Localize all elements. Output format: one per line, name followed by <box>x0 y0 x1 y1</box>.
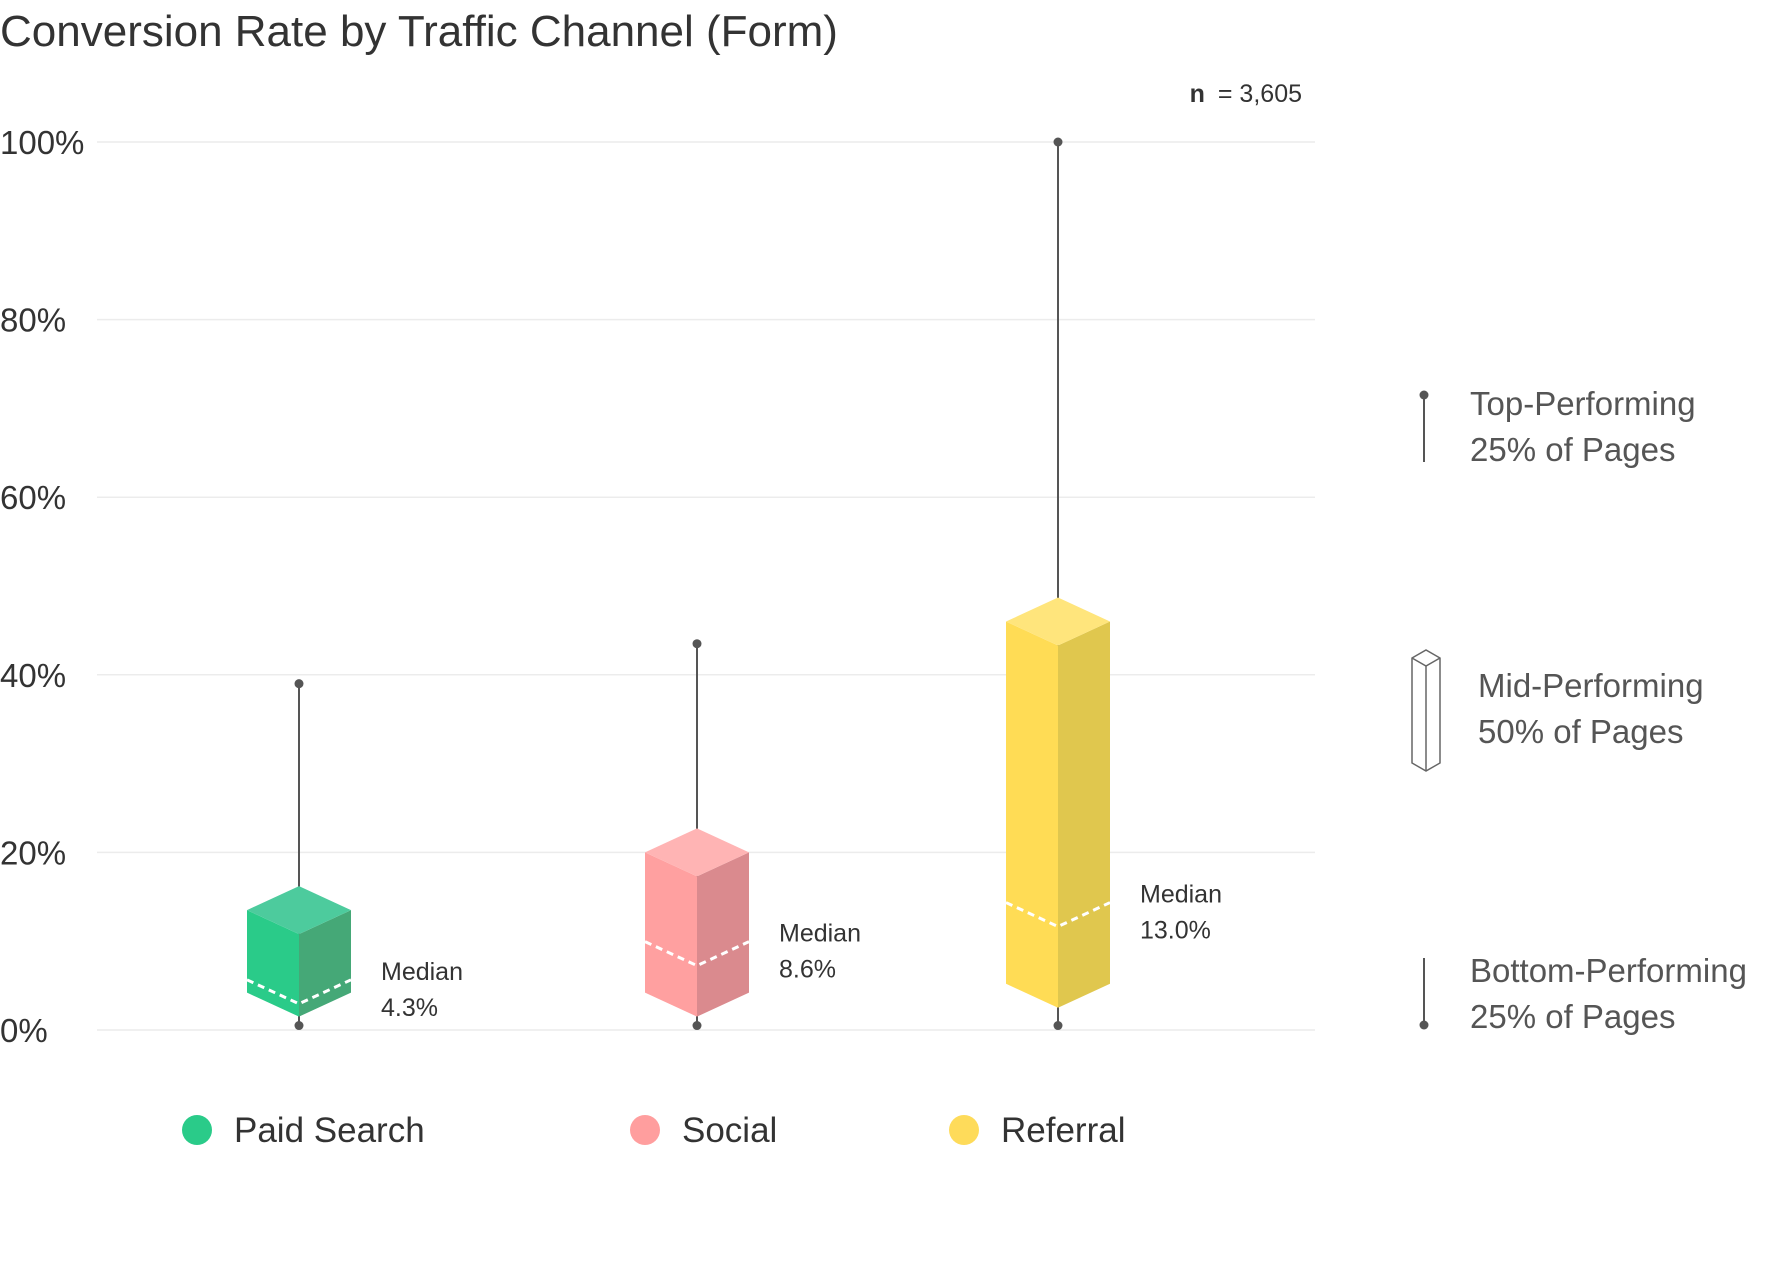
key-bottom-dot-icon <box>1419 1020 1429 1030</box>
median-value-label: 4.3% <box>381 994 438 1022</box>
box-side-face <box>697 852 749 1017</box>
median-value-label: 13.0% <box>1140 917 1211 945</box>
legend-swatch <box>182 1115 212 1145</box>
box-top-face <box>1006 597 1110 646</box>
legend-label: Paid Search <box>234 1111 425 1150</box>
box-front-face <box>247 910 299 1017</box>
whisker-max-point <box>692 639 702 649</box>
box-front-face <box>1006 621 1058 1008</box>
legend-label: Referral <box>1001 1111 1125 1150</box>
sample-size-symbol: n <box>1190 80 1205 108</box>
median-label: Median <box>779 920 861 948</box>
box-side-face <box>299 910 351 1017</box>
key-mid-line1: Mid-Performing <box>1478 667 1704 704</box>
chart-title: Conversion Rate by Traffic Channel (Form… <box>0 7 838 56</box>
sample-size-value: = 3,605 <box>1218 80 1302 108</box>
y-tick-label: 20% <box>0 834 66 871</box>
box-top-face <box>247 886 351 935</box>
legend-item-social: Social <box>630 1111 777 1150</box>
legend: Paid Search Social Referral <box>182 1111 1125 1150</box>
legend-label: Social <box>682 1111 777 1150</box>
key-top-line2: 25% of Pages <box>1470 431 1675 468</box>
legend-swatch <box>949 1115 979 1145</box>
box-paid-search: Median 4.3% <box>246 679 463 1031</box>
y-tick-label: 40% <box>0 657 66 694</box>
key-mid-line2: 50% of Pages <box>1478 713 1683 750</box>
y-tick-label: 100% <box>0 124 84 161</box>
y-axis-tick-labels: 0% 20% 40% 60% 80% 100% <box>0 124 84 1049</box>
legend-item-referral: Referral <box>949 1111 1125 1150</box>
median-label: Median <box>381 958 463 986</box>
key: Top-Performing 25% of Pages Mid-Performing… <box>1411 385 1747 1035</box>
whisker-max-point <box>1053 137 1063 147</box>
y-tick-label: 0% <box>0 1012 48 1049</box>
y-tick-label: 80% <box>0 302 66 339</box>
svg-text:n = 3,605: n = 3,605 <box>1190 80 1302 108</box>
box-top-face <box>645 828 749 877</box>
key-bottom-line1: Bottom-Performing <box>1470 952 1747 989</box>
y-tick-label: 60% <box>0 479 66 516</box>
box-front-face <box>645 852 697 1017</box>
box-referral: Median 13.0% <box>1005 137 1222 1031</box>
box-side-face <box>1058 621 1110 1008</box>
whisker-min-point <box>692 1021 702 1031</box>
legend-item-paid-search: Paid Search <box>182 1111 425 1150</box>
key-item-bottom: Bottom-Performing 25% of Pages <box>1419 952 1747 1035</box>
key-item-top: Top-Performing 25% of Pages <box>1419 385 1696 468</box>
median-value-label: 8.6% <box>779 956 836 984</box>
box-series: Median 4.3% Median 8.6% Median 13.0% <box>246 137 1222 1031</box>
median-label: Median <box>1140 881 1222 909</box>
key-top-line1: Top-Performing <box>1470 385 1696 422</box>
whisker-min-point <box>1053 1021 1063 1031</box>
sample-size: n = 3,605 <box>1190 80 1302 108</box>
legend-swatch <box>630 1115 660 1145</box>
whisker-max-point <box>294 679 304 689</box>
key-item-mid: Mid-Performing 50% of Pages <box>1411 649 1704 772</box>
whisker-min-point <box>294 1021 304 1031</box>
box-social: Median 8.6% <box>644 639 861 1031</box>
key-bottom-line2: 25% of Pages <box>1470 998 1675 1035</box>
key-top-dot-icon <box>1419 390 1429 400</box>
